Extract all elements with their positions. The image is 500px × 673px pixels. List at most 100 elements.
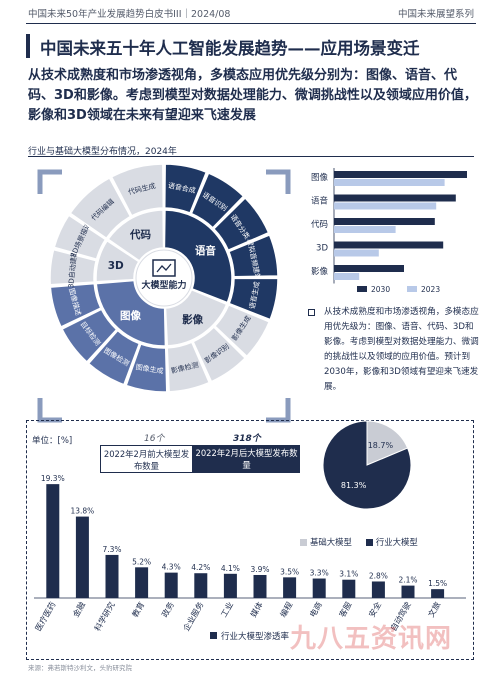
category-label: 3D	[316, 244, 328, 254]
industry-label: 教育	[130, 600, 147, 619]
bar-value-label: 3.5%	[280, 567, 299, 576]
segment-sub-arc	[53, 214, 107, 261]
pie-legend-item: 行业大模型	[365, 537, 418, 547]
segment-sub-arc	[166, 341, 211, 393]
industry-bar	[194, 573, 208, 598]
industry-bar	[431, 589, 445, 598]
bar-2030	[334, 194, 456, 202]
industry-bar	[223, 573, 237, 598]
industry-bar	[105, 554, 119, 598]
frame-corner	[266, 169, 291, 194]
segment-inner-arc	[107, 209, 165, 262]
bar-2023	[334, 273, 360, 280]
frame-corner	[266, 398, 291, 423]
segment-inner-arc	[95, 239, 140, 283]
bar-value-label: 2.8%	[369, 571, 388, 580]
icon-frame	[152, 259, 176, 277]
legend-swatch	[357, 286, 367, 292]
report-header: 中国未来50年产业发展趋势白皮书III｜2024/08 中国未来展望系列	[0, 0, 500, 24]
segment-sub-arc	[213, 303, 271, 358]
bar-2030	[334, 265, 404, 272]
segment-sub-arc	[125, 343, 168, 393]
bar-value-label: 4.3%	[162, 563, 181, 572]
segment-label: 图像	[120, 309, 141, 322]
report-series-name: 中国未来展望系列	[397, 9, 474, 20]
industry-label: 科学研究	[92, 600, 117, 633]
pie-legend-item: 基础大模型	[300, 537, 352, 547]
industry-bar	[371, 581, 385, 598]
icon-line	[156, 263, 172, 273]
segment-label: 3D	[108, 260, 124, 272]
industry-label: 编程	[278, 600, 295, 619]
legend-swatch	[210, 632, 217, 639]
industry-label: 客服	[337, 600, 354, 619]
header-divider	[26, 23, 476, 24]
segment-sub-arc	[49, 248, 98, 286]
legend-label: 基础大模型	[310, 537, 352, 547]
industry-bar	[164, 572, 178, 598]
industry-label: 企业服务	[181, 600, 206, 633]
bar-value-label: 3.1%	[339, 570, 358, 579]
legend-swatch	[300, 539, 307, 546]
segment-inner-arc	[95, 279, 167, 347]
unit-label: 单位：[%]	[32, 436, 73, 446]
industry-bar	[253, 574, 267, 598]
pie-value-label: 81.3%	[341, 481, 367, 490]
category-label: 影像	[311, 266, 329, 277]
bar-value-label: 3.9%	[250, 565, 269, 574]
source-note: 来源：弗若斯特沙利文，头豹研究院	[28, 664, 132, 672]
bar-2030	[334, 171, 467, 178]
industry-label: 工业	[218, 600, 235, 619]
section-title: 行业与基础大模型分布情况，2024年	[28, 147, 177, 157]
segment-sub-arc	[212, 196, 270, 252]
segment-sub-arc	[163, 163, 208, 214]
legend-label: 行业大模型	[375, 537, 418, 547]
pie-value-label: 18.7%	[368, 441, 394, 450]
pie-slice	[366, 420, 409, 466]
count-after: 318个	[233, 434, 261, 444]
wheel-center-label: 大模型能力	[141, 279, 186, 291]
segment-label: 语音	[195, 244, 216, 257]
segment-sub-arc	[87, 329, 141, 386]
pie-slice	[322, 420, 412, 510]
industry-bar	[283, 577, 297, 598]
segment-sub-arc	[61, 308, 118, 363]
segment-sub-arc	[228, 277, 279, 321]
segment-sub-arc	[192, 326, 247, 383]
category-label: 代码	[311, 219, 328, 230]
segment-label: 代码	[129, 228, 151, 241]
legend-swatch	[365, 539, 373, 546]
industry-label: 医疗医药	[33, 600, 58, 633]
legend-after: 2022年2月后大模型发布数量	[193, 445, 300, 473]
industry-model-panel	[26, 420, 474, 660]
bar-value-label: 5.2%	[132, 557, 151, 566]
bar-value-label: 3.3%	[310, 569, 329, 578]
bar-2030	[334, 241, 444, 249]
watermark: 九八五资讯网	[290, 624, 453, 654]
segment-sub-arc	[69, 176, 132, 240]
bar-2030	[334, 218, 435, 225]
title-accent-bar	[26, 34, 30, 58]
legend-before: 2022年2月前大模型发布数量	[100, 445, 193, 473]
bar-value-label: 2.1%	[398, 576, 417, 585]
bar-2023	[334, 202, 437, 210]
bar-value-label: 19.3%	[41, 474, 65, 483]
page-title: 中国未来五十年人工智能发展趋势——应用场景变迁	[40, 39, 420, 58]
category-label: 语音	[311, 196, 329, 207]
industry-bar	[401, 585, 415, 598]
segment-inner-arc	[163, 209, 233, 304]
section-divider	[28, 156, 474, 157]
bar-value-label: 1.5%	[428, 579, 447, 588]
legend-label: 行业大模型渗透率	[221, 631, 290, 642]
segment-sub-label: 3D自动建模	[66, 250, 79, 289]
industry-bar	[46, 484, 60, 598]
summary-paragraph: 从技术成熟度和市场渗透视角，多模态应用优先级分别为：图像、语音、代码、3D和影像…	[28, 68, 477, 123]
bar-value-label: 7.3%	[102, 545, 121, 554]
industry-bar	[135, 567, 149, 598]
count-before: 16个	[144, 434, 165, 444]
description-text: 从技术成熟度和市场渗透视角，多模态应用优先级为：图像、语音、代码、3D和影像。考…	[324, 307, 479, 392]
